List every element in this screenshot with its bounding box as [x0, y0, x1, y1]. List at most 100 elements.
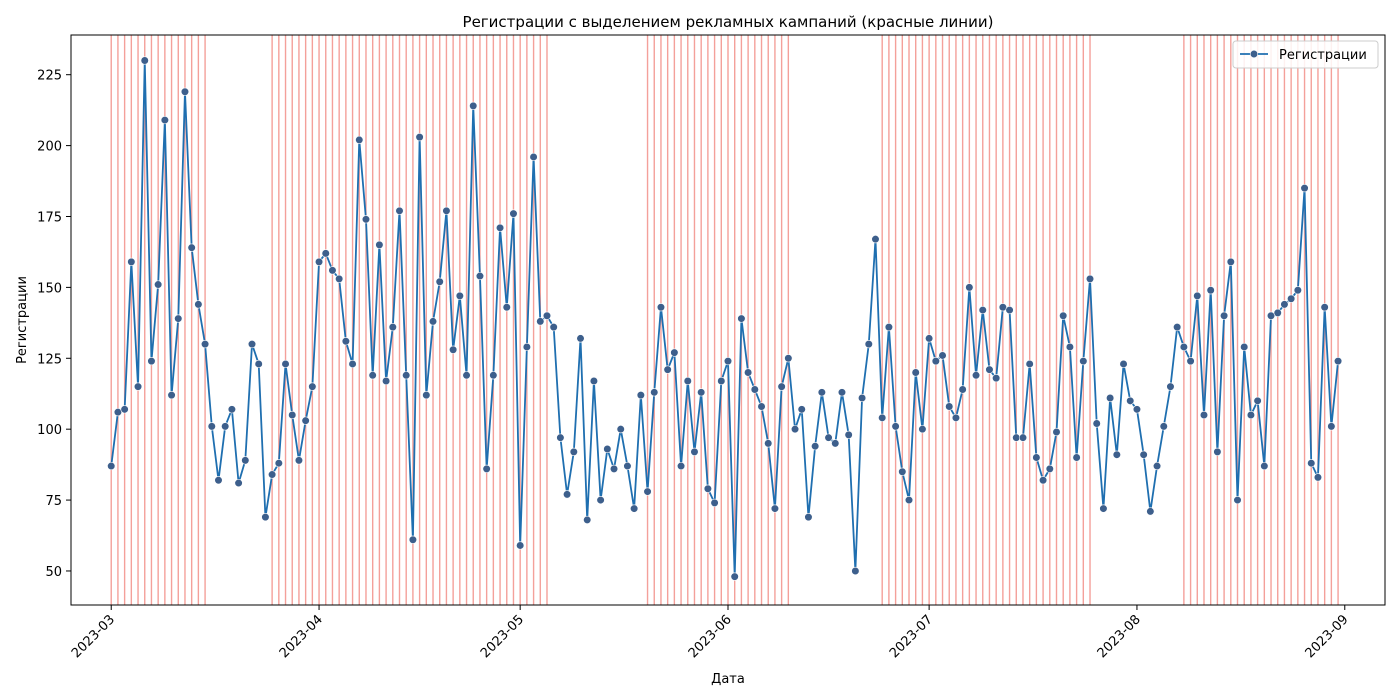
data-point [469, 101, 478, 110]
data-point [878, 413, 887, 422]
data-point [1186, 357, 1195, 366]
data-point [509, 209, 518, 218]
data-point [1193, 291, 1202, 300]
data-point [154, 280, 163, 289]
data-point [1260, 461, 1269, 471]
data-point [1146, 507, 1155, 516]
series-points [107, 56, 1343, 581]
data-point [147, 357, 156, 366]
data-point [951, 413, 961, 422]
data-point [817, 388, 826, 397]
data-point [1052, 427, 1061, 437]
data-point [1025, 359, 1034, 369]
data-point [710, 498, 719, 508]
data-point [402, 371, 411, 380]
data-point [381, 376, 391, 386]
data-point [1166, 382, 1175, 391]
data-point [1139, 450, 1148, 459]
data-point [864, 340, 873, 349]
data-point [730, 572, 739, 581]
data-point [1018, 433, 1028, 442]
data-point [1300, 184, 1309, 193]
data-point [643, 487, 652, 496]
data-point [1293, 286, 1302, 295]
data-point [690, 447, 699, 456]
data-point [985, 365, 994, 374]
data-point [1032, 453, 1041, 462]
data-point [1072, 453, 1081, 462]
data-point [308, 382, 317, 391]
data-point [837, 388, 847, 397]
data-point [449, 345, 458, 354]
data-point [676, 461, 686, 471]
data-point [757, 402, 766, 411]
data-point [683, 376, 692, 386]
data-point [1038, 476, 1048, 485]
data-point [1213, 447, 1222, 456]
data-point [462, 371, 471, 380]
data-point [663, 365, 672, 374]
data-point [1005, 305, 1014, 315]
data-point [536, 317, 545, 326]
data-point [1065, 342, 1075, 352]
data-point [811, 442, 820, 451]
data-point [1112, 450, 1121, 459]
data-point [596, 495, 605, 505]
data-point [744, 368, 753, 377]
data-point [221, 422, 230, 431]
data-point [737, 314, 746, 323]
data-point [1059, 311, 1068, 320]
data-point [603, 444, 612, 454]
data-point [475, 271, 485, 281]
data-point [857, 393, 867, 403]
data-point [703, 484, 712, 493]
data-point [1220, 311, 1229, 320]
data-point [1233, 495, 1242, 505]
data-point [576, 334, 585, 343]
data-point [623, 461, 632, 471]
data-point [569, 447, 578, 456]
data-point [911, 368, 920, 377]
data-point [1085, 274, 1095, 283]
data-point [616, 425, 625, 434]
data-point [288, 410, 297, 420]
data-point [214, 476, 223, 485]
data-point [489, 371, 498, 380]
data-point [1333, 357, 1343, 366]
y-tick-label: 125 [37, 352, 62, 367]
x-axis-title: Дата [711, 672, 745, 687]
data-point [522, 342, 531, 352]
data-point [1313, 473, 1323, 482]
chart-title: Регистрации с выделением рекламных кампа… [463, 13, 994, 31]
data-point [140, 56, 149, 65]
data-point [516, 541, 525, 550]
data-point [1287, 294, 1296, 303]
data-point [630, 504, 639, 513]
data-point [455, 291, 464, 300]
data-point [1246, 410, 1256, 420]
data-point [884, 322, 893, 332]
data-point [127, 257, 136, 266]
data-point [797, 405, 806, 414]
data-point [314, 257, 324, 266]
data-point [723, 357, 733, 366]
data-point [328, 266, 337, 275]
data-point [160, 115, 169, 125]
data-point [790, 425, 800, 434]
data-point [435, 277, 444, 286]
data-point [1159, 422, 1168, 431]
data-point [784, 354, 793, 363]
data-point [656, 303, 666, 312]
data-point [563, 490, 572, 499]
data-point [361, 215, 371, 224]
data-point [650, 388, 659, 397]
data-point [428, 317, 438, 326]
data-point [871, 235, 880, 244]
data-point [274, 459, 283, 468]
data-point [355, 135, 364, 145]
data-point [1253, 396, 1262, 405]
data-point [804, 512, 813, 522]
data-point [764, 439, 773, 448]
